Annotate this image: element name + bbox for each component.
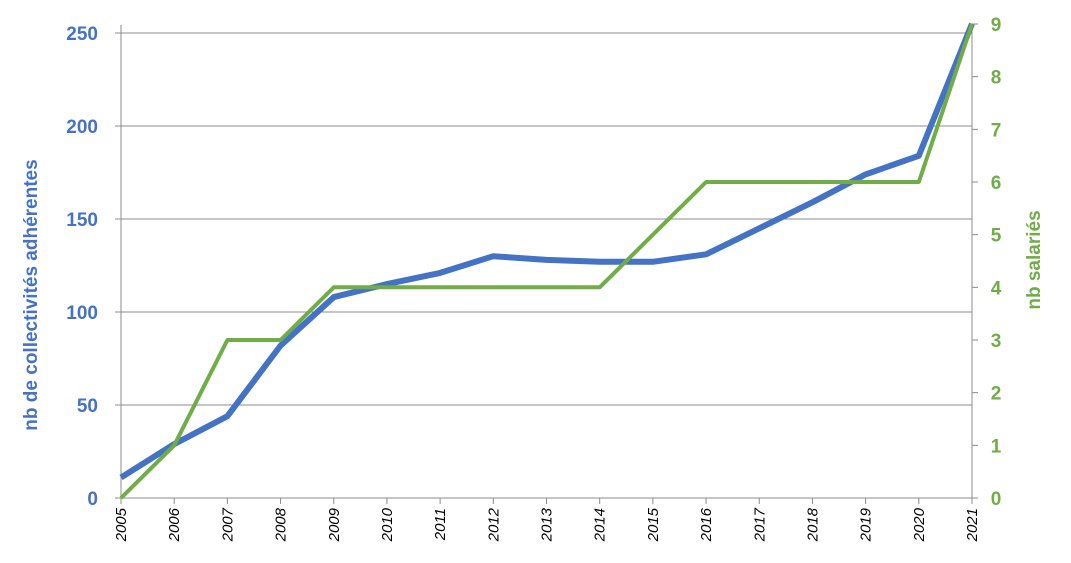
series-layer [119,22,975,500]
x-tick-label: 2010 [379,507,396,542]
x-tick-label: 2020 [911,507,928,542]
x-tick-label: 2007 [219,507,236,542]
right-axis-title: nb salariés [1024,210,1045,309]
gridlines [121,32,972,406]
x-tick-label: 2012 [485,507,502,542]
left-axis-title: nb de collectivités adhérentes [21,159,42,430]
right-tick-label: 5 [991,226,1002,247]
right-tick-label: 9 [991,15,1002,36]
x-tick-label: 2014 [592,508,609,542]
right-tick-label: 1 [991,436,1002,457]
left-tick-label: 0 [87,489,98,510]
right-tick-label: 8 [991,68,1002,89]
right-tick-label: 3 [991,331,1002,352]
x-tick-label: 2019 [858,507,875,542]
right-axis-ticks: 0 1 2 3 4 5 6 7 8 9 [991,15,1002,510]
x-axis-ticks: 2005 2006 2007 2008 2009 2010 2011 2012 2013 2014… [113,507,981,542]
right-tick-label: 6 [991,173,1002,194]
x-tick-label: 2018 [804,507,821,542]
x-tick-label: 2016 [698,507,715,542]
x-tick-label: 2017 [751,507,768,542]
left-tick-label: 250 [66,24,98,45]
left-tick-label: 200 [66,117,98,138]
x-tick-label: 2015 [645,507,662,542]
right-tick-label: 2 [991,384,1002,405]
x-tick-label: 2009 [326,507,343,542]
right-tick-label: 4 [991,278,1002,299]
series-line-collectivites [119,22,975,481]
right-tick-label: 0 [991,489,1002,510]
right-tick-label: 7 [991,120,1002,141]
axes [115,23,978,504]
x-tick-label: 2006 [166,507,183,542]
x-tick-label: 2011 [432,508,449,541]
x-tick-label: 2008 [273,507,290,542]
x-tick-label: 2021 [964,508,981,542]
left-axis-ticks: 0 50 100 150 200 250 [66,24,98,510]
x-tick-label: 2013 [539,507,556,542]
left-tick-label: 150 [66,210,98,231]
x-tick-label: 2005 [113,507,130,542]
left-tick-label: 50 [77,396,98,417]
left-tick-label: 100 [66,303,98,324]
